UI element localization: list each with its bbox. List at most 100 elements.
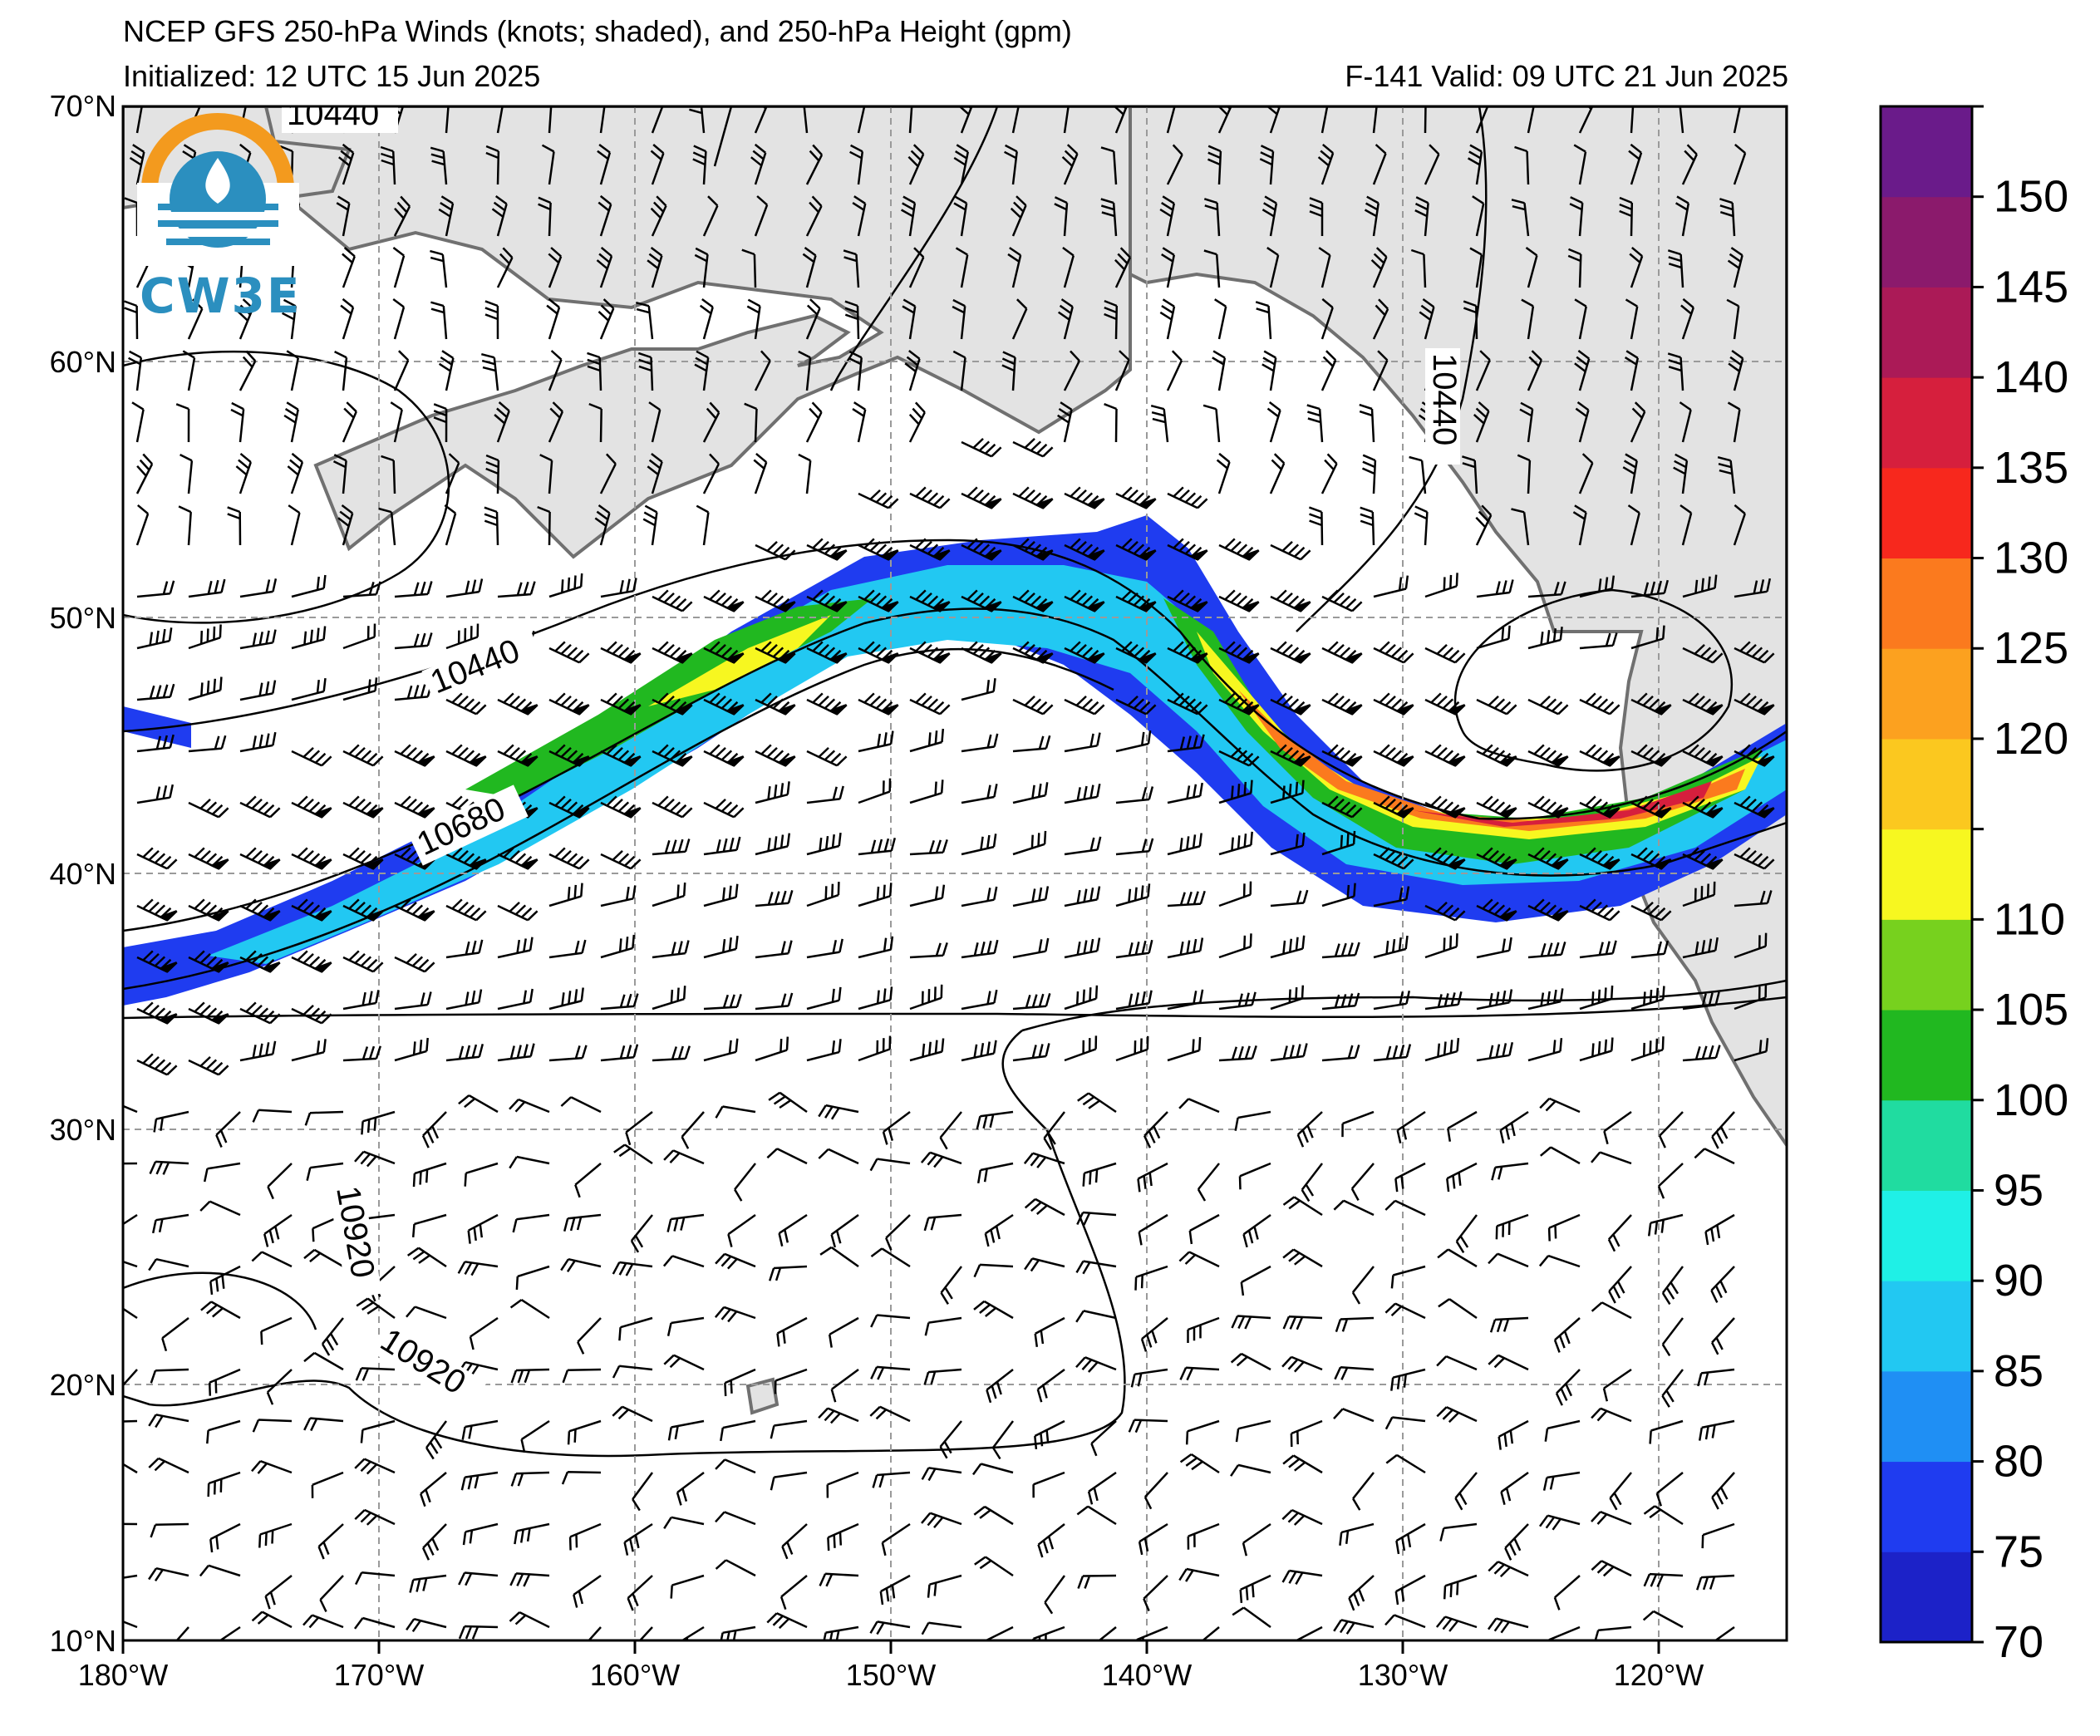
wind-barb [927, 1574, 962, 1598]
wind-barb [342, 744, 384, 767]
wind-barb [150, 1368, 189, 1384]
wind-barb-flag [672, 652, 693, 664]
wind-barb [438, 350, 455, 391]
wind-barb [484, 300, 499, 340]
colorbar-label: 145 [1994, 262, 2068, 312]
colorbar-segment [1881, 1099, 1972, 1191]
wind-barb [952, 298, 966, 340]
wind-barb [1579, 1037, 1614, 1062]
colorbar-segment [1881, 1281, 1972, 1372]
jet-85kt [208, 565, 1787, 964]
wind-barb [332, 454, 347, 494]
wind-barb-flag [1754, 755, 1775, 767]
wind-barb [703, 883, 739, 907]
wind-barb [1011, 106, 1020, 134]
wind-barb [805, 401, 823, 443]
wind-barb [430, 301, 448, 340]
wind-barb [286, 350, 300, 391]
wind-barb [1384, 1614, 1426, 1629]
wind-barb [131, 401, 145, 443]
wind-barb [703, 935, 739, 959]
wind-barb [1203, 198, 1221, 237]
colorbar-label: 135 [1994, 443, 2068, 493]
wind-barb [457, 1261, 499, 1276]
wind-barb [1012, 830, 1047, 856]
wind-barb [420, 1472, 447, 1507]
wind-barb [806, 746, 848, 767]
wind-barb [598, 194, 612, 237]
wind-barb [666, 1213, 705, 1232]
wind-barb [798, 350, 812, 391]
wind-barb-flag [621, 755, 642, 767]
wind-barb [652, 940, 690, 959]
wind-barb [458, 1571, 499, 1586]
wind-barb [1682, 991, 1720, 1011]
wind-barb [1734, 984, 1768, 1011]
wind-barb [1527, 350, 1543, 391]
wind-barb [755, 833, 791, 856]
wind-barb [909, 942, 948, 959]
wind-barb [1012, 1043, 1050, 1062]
wind-barb [178, 505, 192, 546]
wind-barb [1128, 1419, 1168, 1434]
wind-barb [753, 452, 768, 494]
title-line-1: NCEP GFS 250-hPa Winds (knots; shaded), … [123, 14, 1072, 48]
wind-barb [548, 401, 564, 443]
wind-barb [1733, 106, 1742, 134]
wind-barb [1373, 886, 1410, 907]
wind-barb [1167, 989, 1204, 1011]
wind-barb [1024, 1197, 1065, 1217]
contour-label: 10440 [1426, 353, 1463, 445]
wind-barb [433, 403, 448, 443]
wind-barb [819, 1246, 859, 1268]
wind-barb [1054, 196, 1069, 237]
wind-barb [1187, 1316, 1220, 1343]
wind-barb [1472, 195, 1485, 237]
wind-barb [1138, 1213, 1168, 1246]
wind-barb [1077, 1092, 1117, 1114]
wind-barb-flag [1651, 755, 1672, 767]
wind-barb [715, 1252, 756, 1270]
wind-barb [1240, 1265, 1271, 1296]
alaska-landmass [248, 106, 1132, 559]
wind-barb [1682, 643, 1724, 664]
wind-barb [1115, 883, 1151, 907]
wind-barb [1082, 1162, 1117, 1187]
wind-barb [1710, 1317, 1735, 1355]
wind-barb [805, 144, 824, 185]
wind-barb [1372, 298, 1389, 340]
wind-barb [1476, 625, 1511, 650]
wind-barb [1717, 455, 1736, 494]
wind-barb [1491, 1162, 1529, 1181]
colorbar-segment [1881, 1190, 1972, 1281]
wind-barb [1075, 1260, 1117, 1275]
wind-barb [563, 1213, 602, 1232]
wind-barb [754, 195, 769, 237]
wind-barb-flag [1548, 755, 1569, 767]
wind-barb [1321, 883, 1356, 907]
wind-barb [1673, 453, 1689, 494]
wind-barb [857, 106, 866, 134]
wind-barb [267, 1163, 293, 1200]
wind-barb [239, 350, 257, 391]
wind-barb [354, 1571, 396, 1586]
hawaii-island [745, 1377, 780, 1415]
wind-barb [1608, 1266, 1632, 1304]
wind-barb-flag [415, 910, 435, 922]
wind-barb [1012, 886, 1050, 907]
wind-barb [1373, 935, 1409, 959]
wind-barb [663, 1354, 705, 1371]
wind-barb [546, 298, 561, 340]
wind-barb [304, 1110, 344, 1126]
colorbar-label: 90 [1994, 1256, 2043, 1306]
wind-barb [1734, 578, 1772, 598]
canada-usa-landmass [1129, 106, 1787, 1148]
colorbar-segment [1881, 1010, 1972, 1101]
wind-barb [1575, 401, 1590, 443]
colorbar-label: 105 [1994, 985, 2068, 1035]
wind-barb [430, 249, 448, 288]
wind-barb-flag [621, 652, 642, 664]
wind-barb [319, 1575, 344, 1612]
wind-barb [1235, 1419, 1271, 1443]
wind-barb [1698, 1419, 1735, 1441]
